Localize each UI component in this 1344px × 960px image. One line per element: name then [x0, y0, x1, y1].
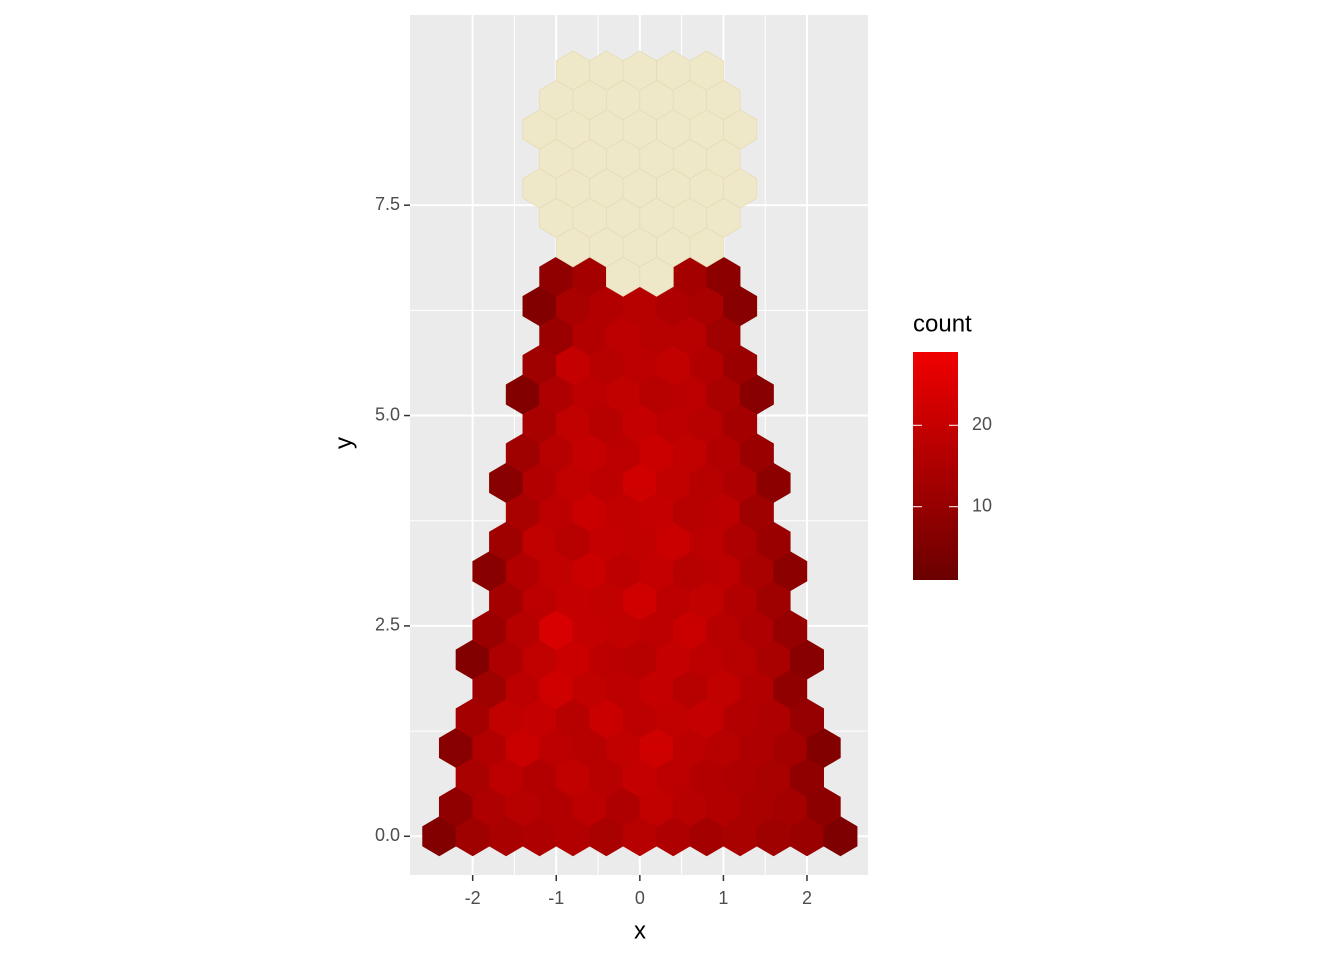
y-tick-label: 0.0 — [375, 825, 400, 845]
x-axis-title: x — [634, 917, 646, 944]
y-tick-label: 7.5 — [375, 194, 400, 214]
legend-title: count — [913, 310, 972, 337]
x-tick-label: 1 — [718, 888, 728, 908]
x-tick-label: -1 — [548, 888, 564, 908]
x-tick-label: 0 — [635, 888, 645, 908]
legend-label: 10 — [972, 495, 992, 515]
x-tick-label: 2 — [802, 888, 812, 908]
x-tick-label: -2 — [465, 888, 481, 908]
overlay-hex — [689, 50, 724, 91]
legend-label: 20 — [972, 414, 992, 434]
y-axis-title: y — [330, 437, 357, 449]
y-tick-label: 5.0 — [375, 404, 400, 424]
y-tick-label: 2.5 — [375, 615, 400, 635]
colorbar — [913, 352, 958, 580]
